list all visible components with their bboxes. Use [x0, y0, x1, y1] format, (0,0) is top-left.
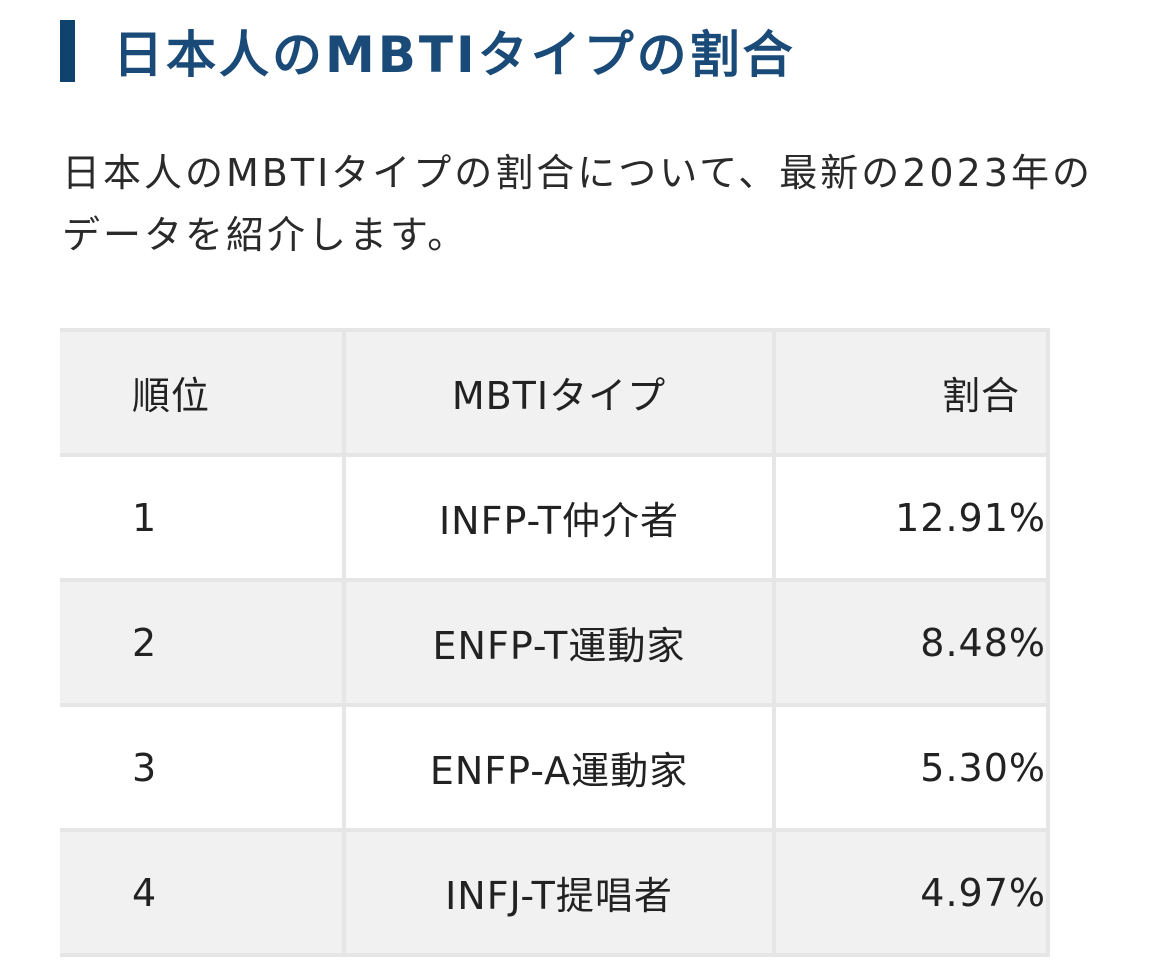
- intro-paragraph: 日本人のMBTIタイプの割合について、最新の2023年のデータを紹介します。: [62, 151, 1093, 257]
- cell-rank: 3: [60, 703, 347, 832]
- cell-ratio: 8.48%: [771, 578, 1051, 707]
- mbti-table: 順位 MBTIタイプ 割合 1 INFP-T仲介者 12.91% 2 ENFP-…: [60, 328, 1051, 957]
- table-header-row: 順位 MBTIタイプ 割合: [60, 328, 1051, 457]
- header-type: MBTIタイプ: [342, 328, 776, 457]
- cell-rank: 4: [60, 828, 347, 957]
- table-row: 3 ENFP-A運動家 5.30%: [60, 703, 1051, 832]
- cell-type: INFJ-T提唱者: [342, 828, 776, 957]
- header-rank: 順位: [60, 328, 347, 457]
- table-row: 4 INFJ-T提唱者 4.97%: [60, 828, 1051, 957]
- cell-ratio: 12.91%: [771, 453, 1051, 582]
- section-heading: 日本人のMBTIタイプの割合: [60, 18, 796, 84]
- header-ratio: 割合: [771, 328, 1051, 457]
- cell-ratio: 5.30%: [771, 703, 1051, 832]
- cell-type: ENFP-A運動家: [342, 703, 776, 832]
- cell-type: ENFP-T運動家: [342, 578, 776, 707]
- cell-rank: 2: [60, 578, 347, 707]
- mbti-table-container[interactable]: 順位 MBTIタイプ 割合 1 INFP-T仲介者 12.91% 2 ENFP-…: [60, 328, 1110, 968]
- table-row: 1 INFP-T仲介者 12.91%: [60, 453, 1051, 582]
- cell-ratio: 4.97%: [771, 828, 1051, 957]
- cell-type: INFP-T仲介者: [342, 453, 776, 582]
- heading-accent-bar: [60, 20, 75, 82]
- cell-rank: 1: [60, 453, 347, 582]
- heading-title: 日本人のMBTIタイプの割合: [113, 26, 796, 84]
- table-row: 2 ENFP-T運動家 8.48%: [60, 578, 1051, 707]
